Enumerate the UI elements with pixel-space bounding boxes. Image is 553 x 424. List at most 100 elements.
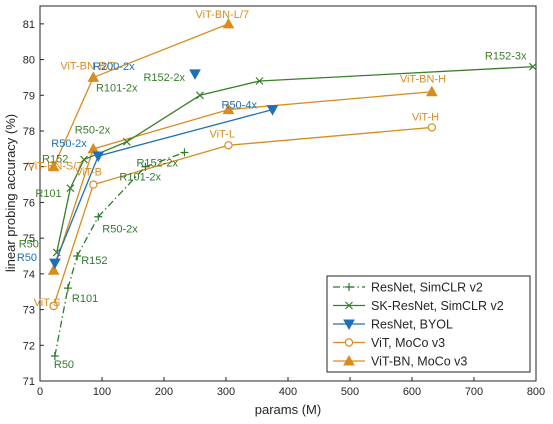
- data-point: [50, 352, 59, 360]
- series-line-segment: [54, 155, 99, 264]
- data-point: [222, 103, 235, 115]
- point-label: R152-3x: [485, 51, 527, 63]
- legend-marker: [343, 319, 355, 331]
- y-axis: 71 72 73 74 75 76 77 78 79 80 81: [23, 19, 44, 388]
- series-3: [49, 123, 437, 311]
- series-line-segment: [126, 94, 201, 143]
- point-label: ViT-BN-B/7: [60, 60, 115, 72]
- data-point: [196, 91, 204, 100]
- x-tick-label: 0: [37, 386, 43, 398]
- series-line-segment: [228, 91, 432, 111]
- y-tick-label: 80: [23, 55, 35, 67]
- point-label: ViT-BN-L/7: [195, 9, 249, 21]
- data-point: [80, 155, 88, 164]
- point-label: R200-2x: [93, 61, 135, 73]
- point-label: R101-2x: [96, 82, 138, 94]
- data-point: [66, 184, 75, 193]
- point-label: R50-4x: [222, 100, 258, 112]
- point-label: R50: [54, 359, 74, 371]
- x-axis: 0 100 200 300 400 500 600 700 800: [37, 377, 545, 398]
- series-line-segment: [53, 184, 94, 307]
- legend-item: SK-ResNet, SimCLR v2: [333, 299, 504, 313]
- series-line-segment: [98, 108, 273, 157]
- series-line-segment: [93, 23, 229, 79]
- point-label: ViT-BN-H: [400, 74, 446, 86]
- legend-marker: [343, 354, 355, 366]
- data-point: [141, 162, 150, 171]
- legend-label: SK-ResNet, SimCLR v2: [371, 299, 504, 313]
- data-point: [427, 123, 437, 132]
- legend-item: ViT-BN, MoCo v3: [333, 355, 467, 369]
- y-tick-label: 72: [23, 340, 35, 352]
- data-point: [73, 252, 82, 260]
- series-1: [52, 62, 537, 257]
- point-label: R152-2x: [136, 157, 178, 169]
- series-line-segment: [53, 77, 94, 167]
- data-point: [87, 71, 100, 82]
- point-label: R101-2x: [119, 172, 161, 184]
- data-point: [180, 148, 189, 157]
- x-tick-label: 300: [217, 386, 235, 398]
- point-label: R101: [35, 188, 61, 200]
- data-point: [266, 105, 279, 116]
- y-tick-label: 71: [23, 376, 35, 388]
- data-point: [92, 151, 105, 163]
- data-point: [94, 212, 103, 221]
- legend-marker: [345, 301, 353, 310]
- x-tick-label: 500: [341, 386, 359, 398]
- legend-marker: [344, 338, 354, 347]
- data-point: [528, 62, 537, 71]
- series-line-segment: [67, 255, 78, 289]
- series-line-segment: [199, 80, 260, 96]
- data-point: [425, 85, 438, 97]
- data-point: [49, 258, 61, 270]
- series-line-segment: [145, 151, 185, 168]
- x-tick-label: 400: [279, 386, 297, 398]
- data-point: [189, 69, 201, 80]
- legend-item: ResNet, BYOL: [333, 318, 453, 332]
- y-tick-label: 75: [23, 233, 35, 245]
- point-label: ViT-S: [34, 297, 61, 309]
- legend-label: ViT, MoCo v3: [371, 336, 445, 350]
- data-point: [47, 264, 60, 275]
- point-label: R101: [72, 293, 98, 305]
- legend-label: ResNet, SimCLR v2: [371, 281, 483, 295]
- data-point: [47, 160, 60, 172]
- legend: ResNet, SimCLR v2 SK-ResNet, SimCLR v2 Res…: [326, 275, 531, 373]
- data-point: [63, 284, 72, 293]
- data-point: [52, 248, 61, 257]
- series-layer: [47, 17, 537, 360]
- y-tick-label: 77: [23, 162, 35, 174]
- series-line-segment: [228, 126, 432, 146]
- point-label: ViT-BN-S/7: [28, 161, 83, 173]
- x-axis-label: params (M): [255, 402, 321, 417]
- y-tick-label: 76: [23, 197, 35, 209]
- point-label: R50-2x: [75, 125, 111, 137]
- series-line-segment: [54, 288, 69, 357]
- point-label: R152: [81, 255, 107, 267]
- point-label: ViT-L: [209, 128, 234, 140]
- legend-label: ViT-BN, MoCo v3: [371, 355, 467, 369]
- x-tick-label: 200: [155, 386, 173, 398]
- point-label: R50: [19, 238, 39, 250]
- y-tick-label: 73: [23, 305, 35, 317]
- series-line-segment: [56, 188, 72, 253]
- series-line-segment: [93, 108, 229, 150]
- series-line-segment: [93, 144, 229, 186]
- data-point: [255, 77, 264, 85]
- x-tick-label: 100: [93, 386, 111, 398]
- series-line-segment: [97, 166, 146, 218]
- y-tick-label: 74: [23, 269, 35, 281]
- series-line-segment: [83, 141, 128, 161]
- data-point: [122, 137, 131, 146]
- legend-marker: [345, 283, 353, 291]
- y-tick-label: 81: [23, 19, 35, 31]
- y-tick-label: 78: [23, 126, 35, 138]
- series-line-segment: [259, 66, 533, 82]
- legend-item: ResNet, SimCLR v2: [333, 281, 483, 295]
- x-tick-label: 600: [403, 386, 421, 398]
- y-tick-label: 79: [23, 90, 35, 102]
- point-label: R50-2x: [102, 224, 138, 236]
- series-2: [49, 69, 279, 270]
